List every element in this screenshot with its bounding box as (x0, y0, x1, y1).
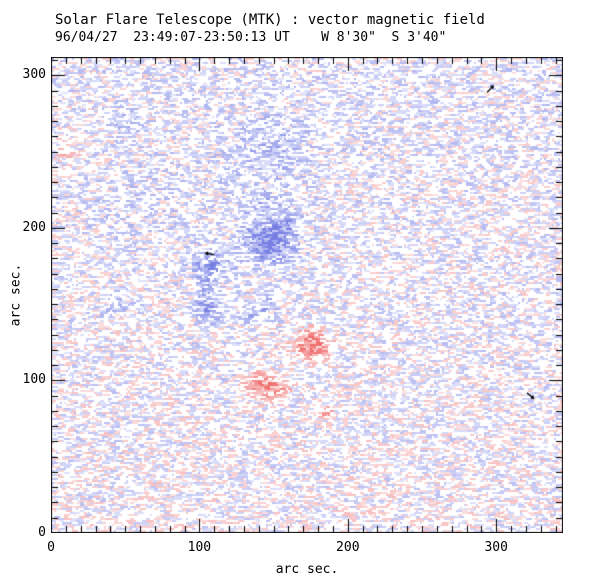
y-tick-label: 0 (38, 525, 46, 540)
noise-canvas (51, 57, 563, 533)
y-tick-label: 300 (22, 67, 46, 83)
x-tick-label: 200 (336, 540, 360, 555)
figure-title: Solar Flare Telescope (MTK) : vector mag… (55, 12, 485, 28)
y-axis-tick-labels: 0 100 200 300 (10, 0, 46, 585)
y-tick-label: 200 (22, 219, 46, 235)
x-axis-tick-labels: 0 100 200 300 (0, 540, 612, 558)
x-axis-label: arc sec. (275, 562, 339, 577)
x-tick-label: 100 (187, 540, 212, 555)
y-axis-label: arc sec. (8, 263, 24, 327)
x-tick-label: 0 (47, 540, 55, 555)
x-tick-label: 300 (484, 540, 508, 555)
y-tick-label: 100 (22, 372, 46, 388)
figure-subtitle: 96/04/27 23:49:07-23:50:13 UT W 8'30" S … (55, 30, 447, 45)
